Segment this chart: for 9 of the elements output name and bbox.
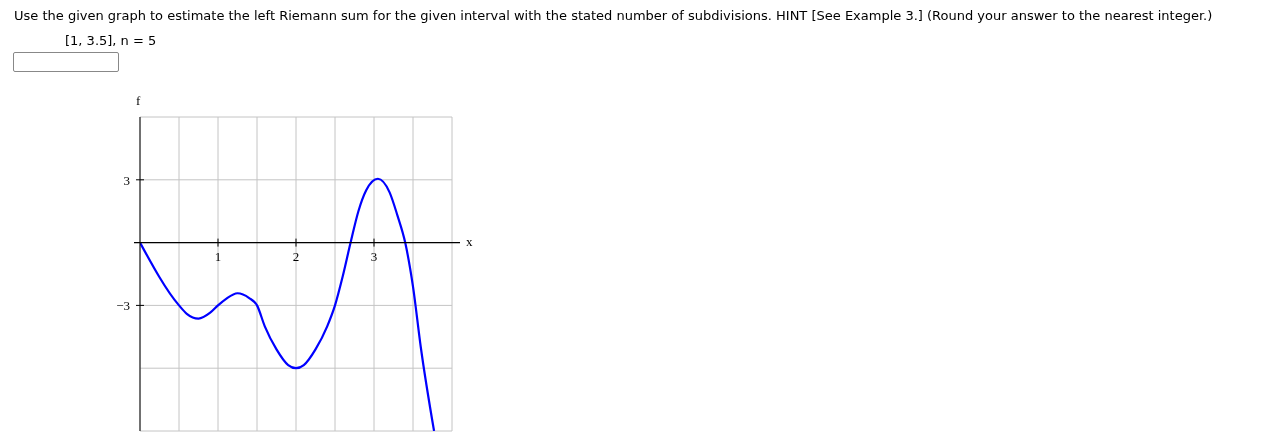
y-tick-label: −3 [116, 298, 130, 314]
x-axis-title: x [466, 233, 473, 250]
x-tick-label: 2 [292, 248, 300, 264]
x-tick-label: 3 [370, 248, 378, 264]
x-tick-label: 1 [214, 248, 222, 264]
line-series [140, 177, 436, 431]
chart-subtitle: [1, 3.5], n = 5 [65, 33, 157, 48]
y-axis-title: f [136, 93, 141, 109]
text: Use the given graph to estimate the left Riemann sum for the given interval with the stated number of subdivisions. HINT [See Example 3.] (Round your answer to the nearest integer.) [14, 8, 1213, 23]
